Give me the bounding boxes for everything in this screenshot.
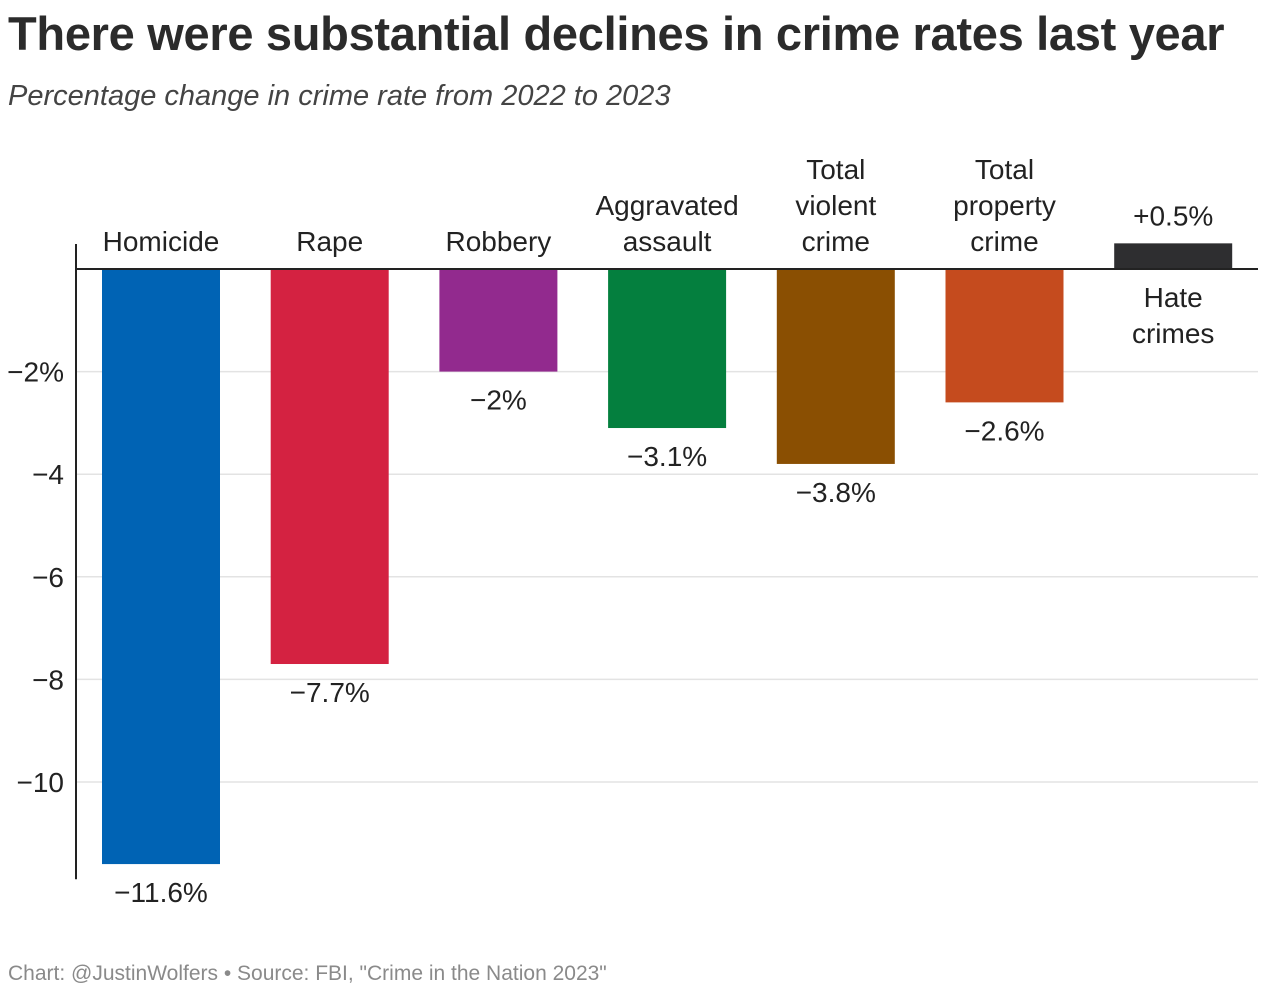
- y-tick-label: −8: [32, 664, 64, 695]
- chart-title: There were substantial declines in crime…: [8, 7, 1225, 60]
- chart-subtitle: Percentage change in crime rate from 202…: [8, 80, 671, 112]
- value-label-robbery: −2%: [470, 385, 527, 416]
- y-tick-label: −6: [32, 562, 64, 593]
- category-label-line: Hate: [1144, 282, 1203, 313]
- category-label-line: Total: [975, 154, 1034, 185]
- bar-total-property-crime: [945, 269, 1064, 403]
- value-label-homicide: −11.6%: [114, 877, 208, 908]
- category-label-line: crime: [970, 226, 1038, 257]
- bar-total-violent-crime: [776, 269, 895, 464]
- value-label-hate-crimes: +0.5%: [1133, 200, 1213, 231]
- category-label-total-violent-crime: Total violent crime: [795, 154, 876, 257]
- y-tick-label: −10: [17, 767, 65, 798]
- value-label-rape: −7.7%: [290, 677, 370, 708]
- category-label-line: Aggravated: [595, 190, 738, 221]
- category-label-line: Rape: [296, 226, 363, 257]
- category-label-aggravated-assault: Aggravated assault: [595, 190, 738, 257]
- category-label-rape: Rape: [296, 226, 363, 257]
- category-label-homicide: Homicide: [103, 226, 220, 257]
- bar-rape: [270, 269, 389, 665]
- category-label-line: violent: [795, 190, 876, 221]
- y-tick-label: −4: [32, 459, 64, 490]
- gridlines: [76, 370, 1258, 783]
- labels: Homicide −11.6% Rape −7.7% Robbery −2% Aggrava…: [76, 154, 1258, 908]
- value-label-aggravated-assault: −3.1%: [627, 441, 707, 472]
- category-label-line: Robbery: [445, 226, 551, 257]
- bar-aggravated-assault: [608, 269, 727, 429]
- category-label-line: crimes: [1132, 318, 1214, 349]
- category-label-total-property-crime: Total property crime: [953, 154, 1056, 257]
- value-label-total-violent-crime: −3.8%: [796, 477, 876, 508]
- bar-robbery: [439, 269, 558, 372]
- category-label-robbery: Robbery: [445, 226, 551, 257]
- category-label-line: assault: [623, 226, 712, 257]
- category-label-line: crime: [802, 226, 870, 257]
- category-label-line: property: [953, 190, 1056, 221]
- y-tick-label: −2%: [7, 357, 64, 388]
- bar-hate-crimes: [1114, 243, 1233, 269]
- category-label-line: Total: [806, 154, 865, 185]
- y-axis: −2% −4 −6 −8 −10: [7, 244, 77, 880]
- category-label-hate-crimes: Hate crimes: [1132, 282, 1214, 349]
- chart-source: Chart: @JustinWolfers • Source: FBI, "Cr…: [8, 962, 607, 985]
- bars: [102, 243, 1233, 865]
- value-label-total-property-crime: −2.6%: [964, 415, 1044, 446]
- bar-homicide: [102, 269, 220, 865]
- category-label-line: Homicide: [103, 226, 220, 257]
